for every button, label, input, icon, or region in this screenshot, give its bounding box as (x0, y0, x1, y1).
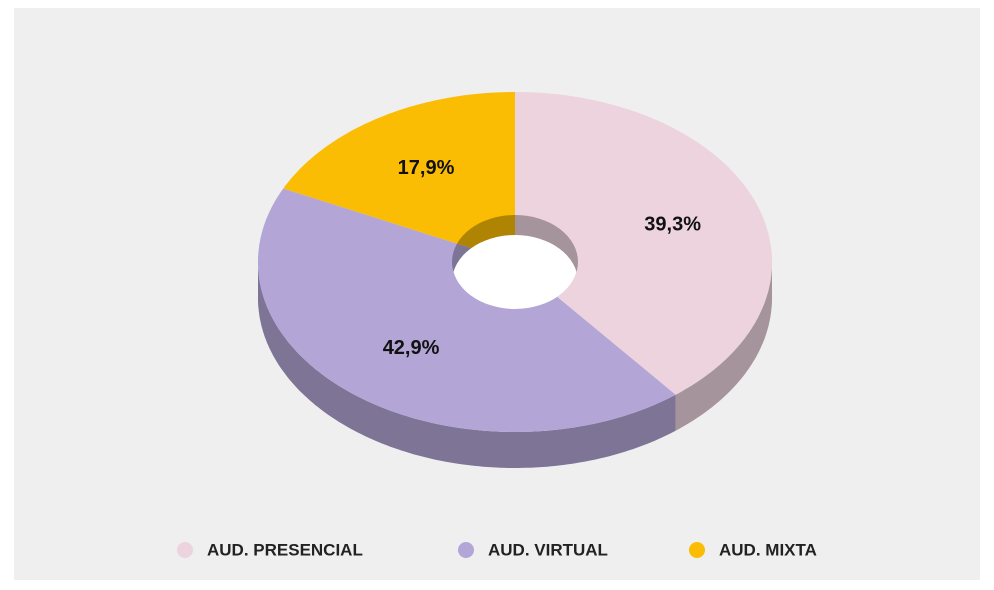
legend-swatch (177, 542, 193, 558)
legend-label: AUD. VIRTUAL (488, 540, 608, 559)
data-label: 39,3% (644, 214, 701, 236)
legend-swatch (458, 542, 474, 558)
legend-swatch (689, 542, 705, 558)
slice (283, 92, 515, 262)
data-label: 42,9% (383, 337, 440, 359)
legend-label: AUD. PRESENCIAL (207, 540, 363, 559)
slice-side (675, 262, 772, 431)
legend-label: AUD. MIXTA (719, 540, 817, 559)
slice-side (258, 262, 676, 468)
data-label: 17,9% (398, 157, 455, 179)
slice (515, 92, 772, 395)
slice (258, 188, 676, 432)
